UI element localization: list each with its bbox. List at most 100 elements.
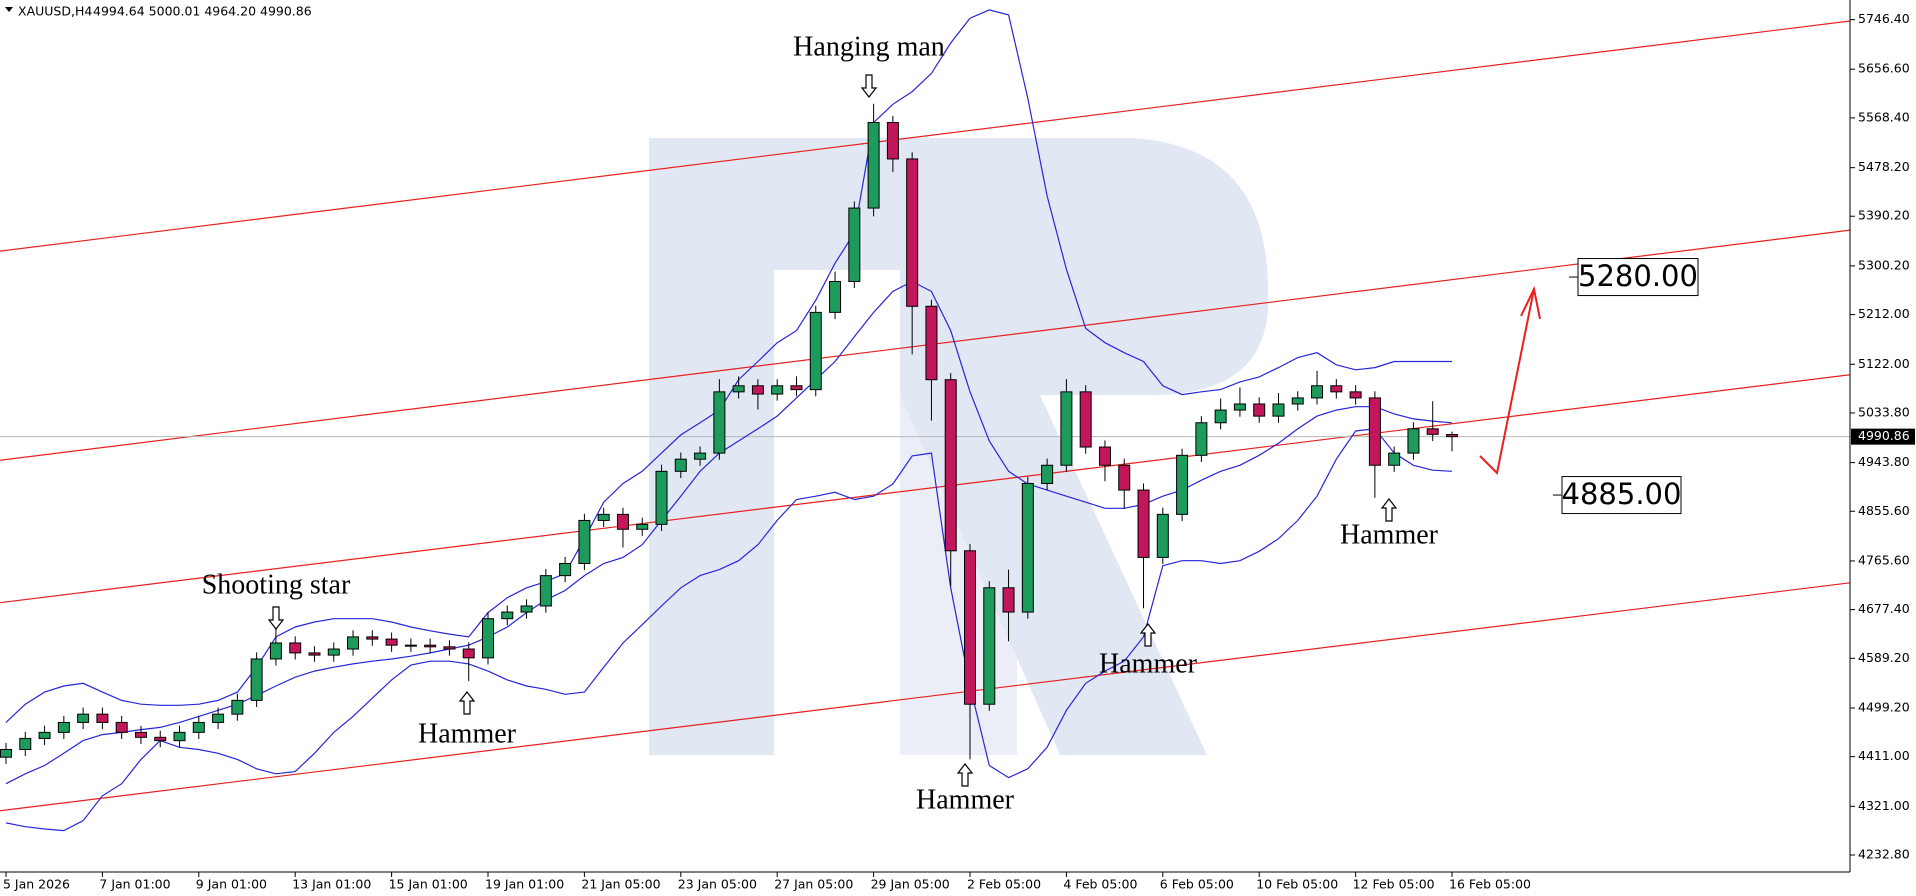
candle-body — [520, 605, 533, 613]
target-label: 5280.00 — [1578, 259, 1698, 293]
candle-body — [173, 731, 186, 742]
candle-body — [1407, 428, 1420, 454]
candle-body — [231, 699, 244, 715]
target-box — [1561, 476, 1682, 515]
candle-body — [1233, 403, 1246, 411]
notes-layer: Hanging man Shooting star Hammer Hammer Hamm… — [202, 31, 1699, 815]
candle-body — [694, 452, 707, 460]
lines-layer — [0, 9, 1851, 832]
pattern-arrow — [267, 606, 285, 630]
candle-body — [1214, 409, 1227, 424]
y-tick-label: 4232.80 — [1858, 847, 1910, 862]
x-tick-label: 6 Feb 05:00 — [1160, 877, 1234, 892]
candle-body — [848, 207, 861, 282]
candle-body — [1388, 452, 1401, 466]
pattern-arrow — [458, 691, 476, 715]
pattern-arrow — [860, 74, 878, 98]
candle-body — [1176, 454, 1189, 515]
candle-body — [1118, 464, 1131, 491]
candle-body — [308, 652, 321, 656]
candle-body — [1272, 403, 1285, 417]
y-tick-label: 5478.20 — [1858, 159, 1910, 174]
candle-body — [944, 379, 957, 552]
candle-body — [655, 470, 668, 525]
candle-body — [424, 644, 437, 648]
candle-body — [0, 748, 12, 758]
candle-body — [96, 713, 109, 723]
candle-body — [1041, 464, 1054, 484]
candle-body — [38, 731, 51, 739]
x-tick-label: 5 Jan 2026 — [3, 877, 70, 892]
channel-line — [0, 229, 1851, 461]
candle-body — [790, 385, 803, 391]
x-tick-label: 9 Jan 01:00 — [196, 877, 267, 892]
y-tick-label: 5033.80 — [1858, 404, 1910, 419]
candle-body — [134, 731, 147, 738]
target-label: 4885.00 — [1562, 477, 1682, 511]
y-tick-label: 4411.00 — [1858, 748, 1910, 763]
candle-body — [1349, 391, 1362, 399]
y-tick-label: 4677.40 — [1858, 601, 1910, 616]
candle-body — [636, 523, 649, 530]
logo-part — [774, 138, 1268, 395]
forecast-arrow — [1479, 288, 1535, 476]
candle-body — [1195, 422, 1208, 456]
symbol: XAUUSD,H4 — [18, 4, 92, 19]
candle-body — [347, 636, 360, 650]
x-tick-label: 16 Feb 05:00 — [1449, 877, 1531, 892]
candle-body — [154, 736, 167, 742]
band-line — [5, 9, 1452, 723]
candle-body — [57, 721, 70, 733]
band-line — [5, 428, 1453, 832]
candle-body — [1426, 428, 1439, 435]
candle-body — [674, 458, 687, 472]
candle-body — [192, 721, 205, 733]
candle-body — [289, 642, 302, 654]
candle-body — [1330, 385, 1343, 393]
candle-body — [250, 658, 263, 701]
candle-body — [713, 391, 726, 454]
last-price-label: 4990.86 — [1858, 428, 1910, 443]
y-tick-label: 4589.20 — [1858, 650, 1910, 665]
candle-body — [983, 587, 996, 705]
quote: 4994.64 5000.01 4964.20 4990.86 — [93, 4, 312, 19]
x-tick-label: 4 Feb 05:00 — [1063, 877, 1137, 892]
x-tick-label: 23 Jan 05:00 — [678, 877, 757, 892]
candle-body — [867, 122, 880, 209]
x-tick-label: 19 Jan 01:00 — [485, 877, 564, 892]
x-tick-label: 29 Jan 05:00 — [871, 877, 950, 892]
y-tick-label: 5212.00 — [1858, 306, 1910, 321]
candle-body — [539, 575, 552, 607]
pattern-arrow — [956, 763, 974, 787]
candle-body — [482, 618, 494, 659]
candle-body — [269, 642, 282, 660]
candle-body — [1253, 403, 1266, 417]
candle-body — [771, 385, 784, 395]
pattern-arrow — [1139, 623, 1157, 647]
candle-body — [115, 721, 128, 733]
pattern-label: Shooting star — [202, 569, 351, 600]
channel-line — [0, 582, 1851, 812]
x-tick-label: 15 Jan 01:00 — [389, 877, 468, 892]
candle-body — [809, 311, 822, 391]
x-tick-label: 27 Jan 05:00 — [774, 877, 853, 892]
pattern-label: Hammer — [1340, 519, 1439, 550]
logo-part — [900, 395, 1017, 755]
candle-body — [1079, 391, 1092, 448]
candle-body — [1060, 391, 1073, 466]
candle-body — [925, 305, 938, 381]
x-tick-label: 12 Feb 05:00 — [1353, 877, 1435, 892]
candle-body — [829, 280, 842, 313]
band-line — [5, 280, 1453, 785]
y-tick-label: 5122.00 — [1858, 356, 1910, 371]
pattern-label: Hammer — [916, 784, 1015, 815]
candles-layer — [0, 103, 1458, 764]
x-tick-label: 7 Jan 01:00 — [99, 877, 170, 892]
candle-body — [19, 737, 32, 750]
x-tick-label: 10 Feb 05:00 — [1256, 877, 1338, 892]
price-axis-panel — [1850, 0, 1916, 896]
candle-body — [906, 158, 919, 307]
candle-body — [404, 644, 417, 647]
